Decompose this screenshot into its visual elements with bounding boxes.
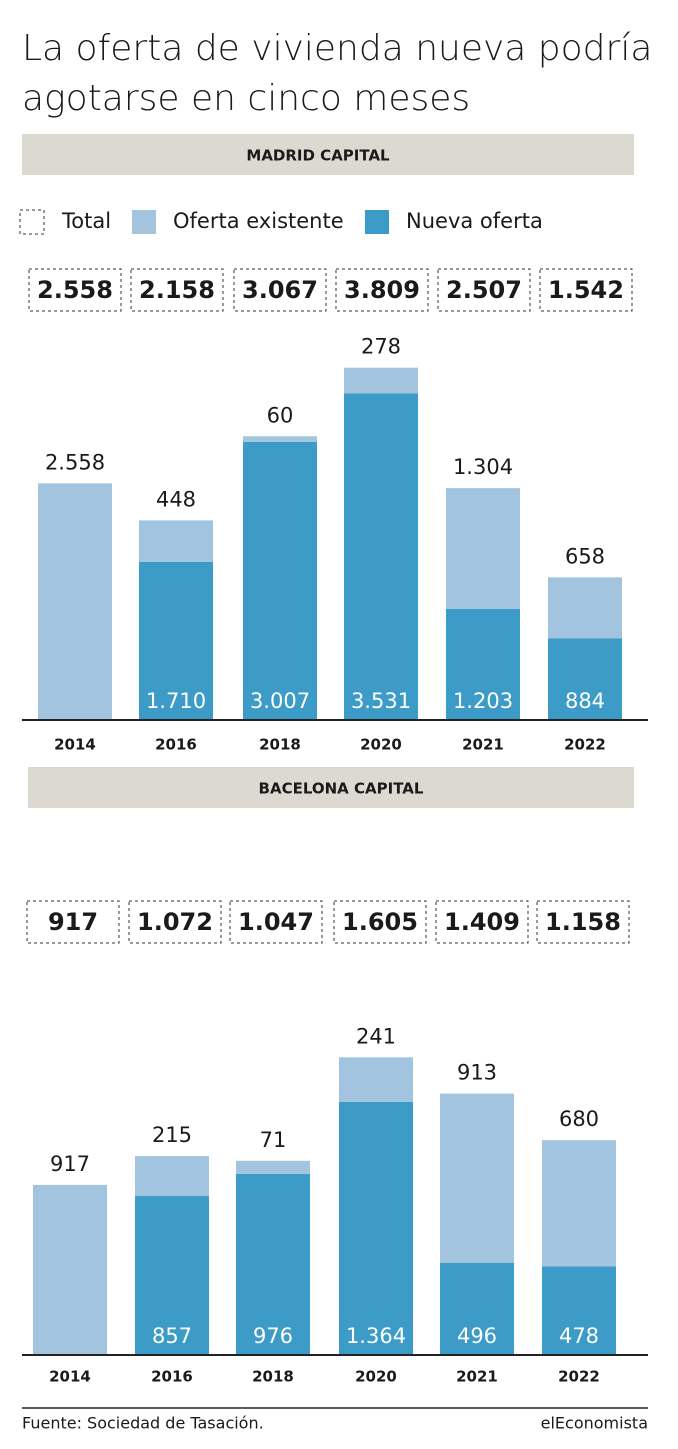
value-label: 1.203: [453, 689, 513, 713]
x-tick-label: 2022: [558, 1368, 600, 1386]
x-tick-label: 2016: [155, 736, 197, 754]
total-label: 2.158: [139, 276, 215, 304]
legend-label: Oferta existente: [173, 209, 344, 233]
total-box: [536, 900, 630, 944]
total-label: 1.605: [342, 908, 418, 936]
bar-segment: [548, 577, 622, 639]
bar-segment: [236, 1173, 310, 1355]
bar-segment: [243, 441, 317, 720]
value-label: 913: [457, 1061, 497, 1085]
x-tick-label: 2020: [355, 1368, 397, 1386]
bar-segment: [339, 1101, 413, 1355]
legend-swatch: [365, 210, 389, 234]
x-tick-label: 2018: [259, 736, 301, 754]
bar-segment: [542, 1140, 616, 1267]
source: Fuente: Sociedad de Tasación.: [22, 1414, 264, 1433]
legend-label: Total: [61, 209, 111, 233]
value-label: 1.304: [453, 455, 513, 479]
total-label: 3.809: [344, 276, 420, 304]
total-box: [26, 900, 120, 944]
total-label: 1.158: [545, 908, 621, 936]
value-label: 658: [565, 544, 605, 568]
x-tick-label: 2014: [54, 736, 96, 754]
legend-label: Nueva oferta: [406, 209, 543, 233]
x-tick-label: 2016: [151, 1368, 193, 1386]
bar-segment: [440, 1262, 514, 1355]
value-label: 1.710: [146, 689, 206, 713]
value-label: 917: [50, 1152, 90, 1176]
bar-segment: [135, 1196, 209, 1355]
value-label: 71: [260, 1128, 287, 1152]
value-label: 3.531: [351, 689, 411, 713]
brand: elEconomista: [541, 1414, 648, 1433]
value-label: 241: [356, 1024, 396, 1048]
total-box: [435, 900, 529, 944]
total-box: [335, 268, 429, 312]
value-label: 278: [361, 335, 401, 359]
value-label: 215: [152, 1123, 192, 1147]
x-tick-label: 2022: [564, 736, 606, 754]
value-label: 496: [457, 1324, 497, 1348]
total-box: [128, 900, 222, 944]
value-label: 1.364: [346, 1324, 406, 1348]
value-label: 448: [156, 487, 196, 511]
total-box: [130, 268, 224, 312]
total-box: [229, 900, 323, 944]
x-tick-label: 2021: [462, 736, 504, 754]
total-label: 1.409: [444, 908, 520, 936]
value-label: 857: [152, 1324, 192, 1348]
bar-segment: [344, 367, 418, 394]
total-box: [333, 900, 427, 944]
x-tick-label: 2018: [252, 1368, 294, 1386]
x-tick-label: 2020: [360, 736, 402, 754]
bar-segment: [440, 1093, 514, 1263]
bar-segment: [139, 520, 213, 562]
total-box: [437, 268, 531, 312]
section-title: MADRID CAPITAL: [246, 147, 390, 165]
total-label: 1.542: [548, 276, 624, 304]
bar-segment: [135, 1156, 209, 1197]
bar-segment: [548, 638, 622, 720]
x-tick-label: 2014: [49, 1368, 91, 1386]
total-label: 2.558: [37, 276, 113, 304]
value-label: 884: [565, 689, 605, 713]
bar-segment: [542, 1266, 616, 1355]
x-tick-label: 2021: [456, 1368, 498, 1386]
section-title: BACELONA CAPITAL: [259, 780, 424, 798]
total-label: 3.067: [242, 276, 318, 304]
bar-segment: [139, 561, 213, 720]
bar-segment: [33, 1184, 107, 1355]
legend-swatch: [132, 210, 156, 234]
bar-segment: [243, 436, 317, 442]
bar-segment: [446, 488, 520, 609]
value-label: 60: [267, 403, 294, 427]
value-label: 976: [253, 1324, 293, 1348]
total-label: 2.507: [446, 276, 522, 304]
bar-segment: [339, 1057, 413, 1102]
total-label: 1.047: [238, 908, 314, 936]
value-label: 3.007: [250, 689, 310, 713]
bar-segment: [344, 393, 418, 720]
total-box: [233, 268, 327, 312]
total-box: [28, 268, 122, 312]
title: La oferta de vivienda nueva podría agotar…: [22, 28, 652, 119]
value-label: 680: [559, 1107, 599, 1131]
value-label: 478: [559, 1324, 599, 1348]
section-band: [22, 134, 634, 175]
total-box: [539, 268, 633, 312]
bar-segment: [236, 1160, 310, 1174]
bar-segment: [446, 608, 520, 720]
legend-swatch: [19, 209, 45, 235]
section-band: [28, 767, 634, 808]
total-label: 917: [48, 908, 98, 936]
value-label: 2.558: [45, 450, 105, 474]
bar-segment: [38, 483, 112, 720]
total-label: 1.072: [137, 908, 213, 936]
